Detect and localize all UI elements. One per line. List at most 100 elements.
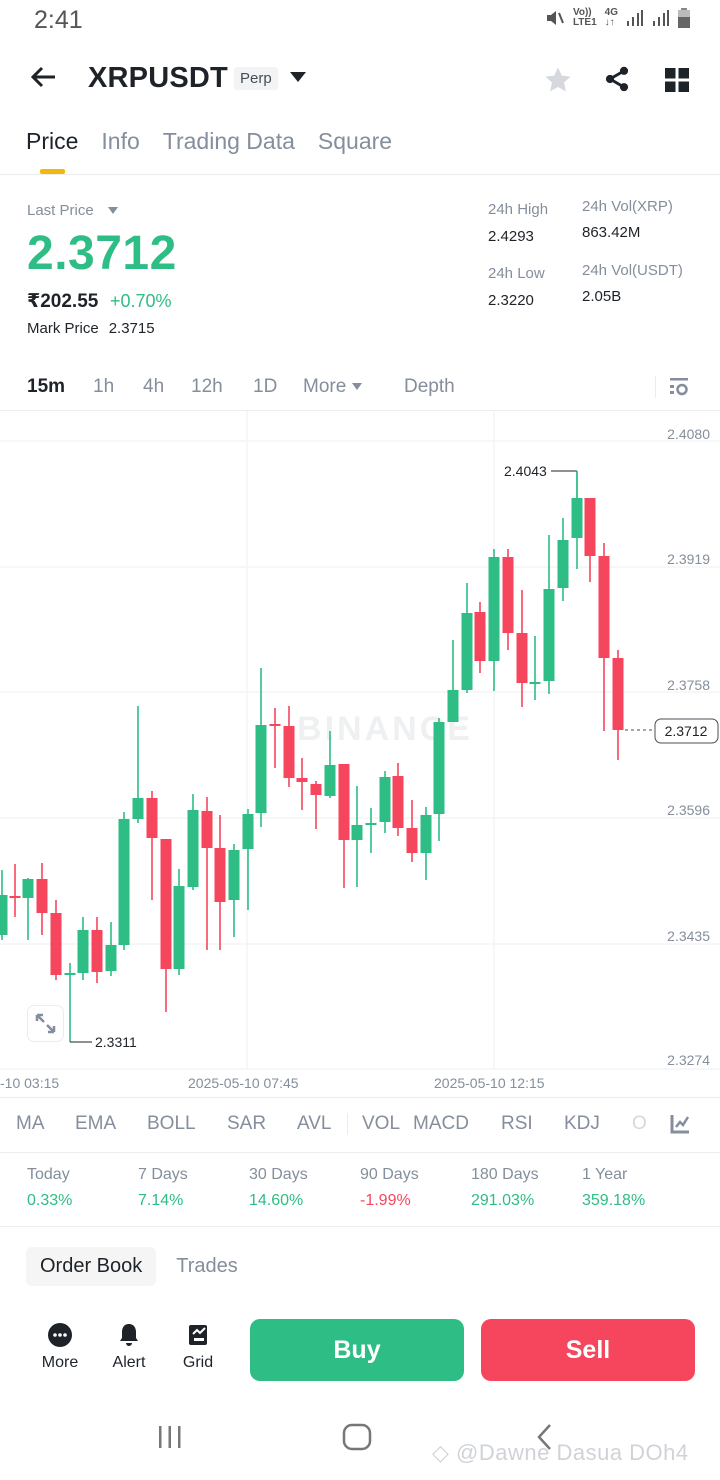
candle (91, 930, 103, 972)
status-icons: Vo)) LTE1 4G ↓↑ (545, 8, 690, 28)
tab-trades[interactable]: Trades (176, 1255, 238, 1277)
interval-12h[interactable]: 12h (191, 376, 223, 397)
symbol-dropdown-caret-icon[interactable] (290, 72, 306, 82)
tabs-divider (0, 174, 720, 175)
tab-square[interactable]: Square (317, 128, 393, 154)
candle (269, 724, 281, 726)
recent-apps-icon[interactable] (156, 1420, 184, 1454)
candle (324, 765, 336, 796)
tab-price[interactable]: Price (26, 128, 79, 154)
indicator-ema[interactable]: EMA (75, 1113, 117, 1134)
binance-watermark: BINANCE (297, 710, 473, 748)
grid-bot-icon (189, 1325, 207, 1345)
symbol-title[interactable]: XRPUSDT (88, 62, 228, 94)
interval-15m[interactable]: 15m (27, 376, 66, 397)
candle (50, 913, 62, 975)
candlestick-chart[interactable]: BINANCE 2.4043 2.3311 2.3712 (0, 411, 720, 1097)
indicator-boll[interactable]: BOLL (147, 1113, 196, 1134)
candle (612, 658, 624, 730)
performance-item: Today 0.33% (27, 1166, 138, 1210)
candle (365, 823, 377, 825)
indicator-sar[interactable]: SAR (227, 1113, 267, 1134)
vol-quote-value: 2.05B (582, 288, 622, 305)
performance-label: Today (27, 1166, 70, 1183)
y-axis-label: 2.3274 (667, 1052, 710, 1068)
chart-bottom-divider (0, 1097, 720, 1098)
interval-more-dropdown[interactable]: More (303, 376, 404, 398)
indicator-kdj[interactable]: KDJ (564, 1113, 600, 1134)
expand-icon (35, 1013, 56, 1034)
indicator-partial[interactable]: O (632, 1113, 647, 1134)
more-label: More (41, 1354, 79, 1371)
signal-icon (627, 10, 643, 26)
last-price-label: Last Price (27, 202, 94, 219)
indicator-ma[interactable]: MA (16, 1113, 45, 1134)
performance-value: 14.60% (249, 1192, 304, 1209)
performance-value: 359.18% (582, 1192, 646, 1209)
more-action[interactable]: More (30, 1322, 90, 1372)
x-axis-label: 2025-05-10 07:45 (188, 1075, 299, 1091)
signal-icon-2 (653, 10, 669, 26)
back-arrow-icon[interactable] (28, 62, 58, 92)
x-axis-label: 2025-05-10 12:15 (434, 1075, 545, 1091)
depth-tab[interactable]: Depth (404, 376, 455, 397)
volte-indicator: Vo)) LTE1 (572, 7, 597, 28)
indicator-vol[interactable]: VOL (362, 1113, 401, 1134)
candle (351, 825, 363, 840)
chart-settings-icon[interactable] (668, 377, 690, 397)
candle (461, 613, 473, 690)
price-change-percent: +0.70% (110, 291, 172, 311)
candle (283, 726, 295, 778)
mute-icon (546, 11, 564, 25)
indicator-avl[interactable]: AVL (297, 1113, 332, 1134)
interval-divider (655, 376, 656, 398)
candle (598, 556, 610, 658)
candle (22, 879, 34, 898)
high-24h-label: 24h High (488, 201, 549, 218)
interval-1d[interactable]: 1D (253, 376, 278, 397)
candle (310, 784, 322, 795)
fullscreen-button[interactable] (27, 1005, 64, 1042)
grid-action[interactable]: Grid (168, 1322, 228, 1372)
star-icon[interactable] (543, 65, 573, 95)
performance-label: 180 Days (471, 1166, 539, 1183)
interval-4h[interactable]: 4h (143, 376, 165, 397)
candle (447, 690, 459, 722)
interval-1h[interactable]: 1h (93, 376, 115, 397)
grid-apps-icon[interactable] (664, 67, 690, 93)
performance-item: 30 Days 14.60% (249, 1166, 360, 1210)
indicator-macd[interactable]: MACD (413, 1113, 469, 1134)
x-axis-label: -10 03:15 (0, 1075, 60, 1091)
y-axis-label: 2.3758 (667, 677, 710, 693)
sell-button[interactable]: Sell (481, 1319, 695, 1381)
buy-button[interactable]: Buy (250, 1319, 464, 1381)
y-axis-label: 2.4080 (667, 426, 710, 442)
network-indicator: 4G ↓↑ (604, 7, 618, 28)
share-icon[interactable] (603, 65, 631, 93)
tab-order-book[interactable]: Order Book (26, 1247, 157, 1286)
tab-info[interactable]: Info (101, 128, 140, 154)
candle (557, 540, 569, 588)
alert-action[interactable]: Alert (99, 1322, 159, 1372)
indicator-bar: MA EMA BOLL SAR AVL VOL MACD RSI KDJ O (16, 1113, 647, 1135)
indicator-settings-icon[interactable] (670, 1114, 690, 1134)
max-price-annotation: 2.4043 (504, 463, 547, 479)
last-price-selector[interactable]: Last Price (27, 202, 118, 219)
candle (0, 895, 8, 935)
candle (571, 498, 583, 538)
tab-trading-data[interactable]: Trading Data (162, 128, 295, 154)
main-tabs: Price Info Trading Data Square (26, 128, 392, 155)
performance-value: 291.03% (471, 1192, 535, 1209)
bell-icon (120, 1324, 138, 1346)
candle (214, 848, 226, 902)
candle (433, 722, 445, 814)
home-icon[interactable] (341, 1420, 373, 1454)
candle (77, 930, 89, 973)
nav-back-icon[interactable] (533, 1420, 557, 1454)
vol-quote-label: 24h Vol(USDT) (582, 262, 683, 279)
candle (173, 886, 185, 969)
indicator-rsi[interactable]: RSI (501, 1113, 533, 1134)
vol-base-value: 863.42M (582, 224, 641, 241)
performance-value: -1.99% (360, 1192, 411, 1209)
more-dots-icon (48, 1323, 72, 1347)
